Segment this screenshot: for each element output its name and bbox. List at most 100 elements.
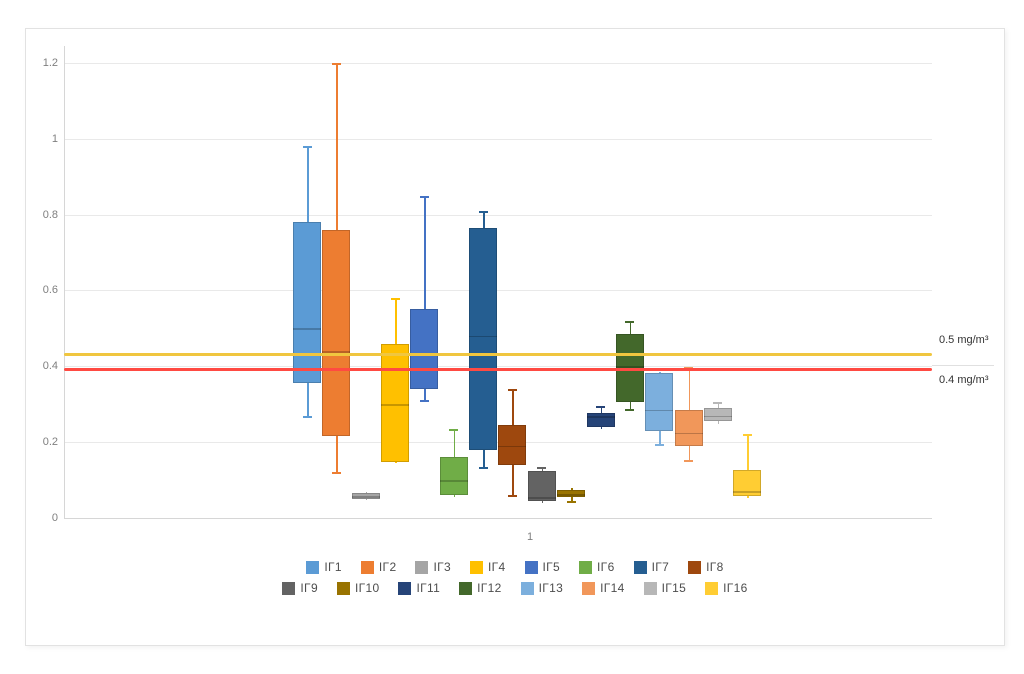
boxplot-box-ΙΓ9 — [527, 470, 556, 501]
legend-label-ΙΓ4: ΙΓ4 — [487, 560, 506, 574]
median-line-ΙΓ14 — [674, 432, 703, 435]
gridline-0.6 — [64, 290, 932, 292]
whisker-cap-top-ΙΓ8 — [507, 389, 517, 392]
legend-label-ΙΓ7: ΙΓ7 — [651, 560, 670, 574]
gridline-0.4 — [64, 366, 932, 368]
whisker-cap-top-ΙΓ15 — [713, 402, 723, 405]
boxplot-box-ΙΓ16 — [733, 469, 762, 497]
y-axis-tick-1: 1 — [51, 132, 58, 145]
legend-label-ΙΓ2: ΙΓ2 — [378, 560, 397, 574]
reference-leader-line — [932, 365, 994, 366]
median-line-ΙΓ15 — [703, 415, 732, 418]
median-line-ΙΓ1 — [293, 328, 321, 330]
legend-swatch-icon-ΙΓ5 — [524, 560, 538, 574]
whisker-cap-top-ΙΓ2 — [331, 62, 341, 65]
median-line-ΙΓ10 — [557, 494, 586, 496]
legend-swatch-icon-ΙΓ15 — [643, 581, 657, 595]
whisker-cap-top-ΙΓ11 — [596, 406, 605, 409]
legend-item-ΙΓ4: ΙΓ4 — [469, 560, 506, 574]
legend-swatch-icon-ΙΓ12 — [459, 581, 473, 595]
reference-label-0.5: 0.5 mg/m³ — [939, 334, 989, 346]
legend-label-ΙΓ10: ΙΓ10 — [354, 581, 380, 595]
median-line-ΙΓ2 — [322, 351, 351, 353]
legend-label-ΙΓ1: ΙΓ1 — [324, 560, 342, 574]
whisker-cap-bottom-ΙΓ7 — [478, 466, 488, 469]
y-axis-tick-0: 0 — [51, 512, 58, 524]
median-line-ΙΓ12 — [615, 366, 644, 368]
legend-item-ΙΓ10: ΙΓ10 — [336, 581, 380, 595]
y-axis-tick-0.6: 0.6 — [42, 284, 58, 297]
x-axis-line — [64, 518, 932, 519]
legend-swatch-icon-ΙΓ10 — [336, 581, 350, 595]
boxplot-box-ΙΓ3 — [351, 493, 380, 500]
median-line-ΙΓ3 — [351, 496, 380, 498]
legend-label-ΙΓ6: ΙΓ6 — [597, 560, 615, 574]
whisker-cap-top-ΙΓ9 — [537, 466, 547, 469]
median-line-ΙΓ6 — [439, 480, 468, 482]
legend-item-ΙΓ7: ΙΓ7 — [633, 560, 670, 574]
whisker-cap-top-ΙΓ4 — [390, 298, 400, 301]
legend-swatch-icon-ΙΓ16 — [705, 581, 719, 595]
legend-item-ΙΓ8: ΙΓ8 — [688, 560, 724, 574]
gridline-1 — [64, 138, 932, 140]
median-line-ΙΓ16 — [733, 491, 762, 493]
legend-label-ΙΓ16: ΙΓ16 — [723, 581, 748, 595]
whisker-cap-bottom-ΙΓ2 — [331, 472, 341, 475]
legend-label-ΙΓ13: ΙΓ13 — [538, 581, 564, 595]
y-axis-tick-1.2: 1.2 — [42, 56, 58, 69]
boxplot-box-ΙΓ10 — [557, 489, 586, 498]
legend-item-ΙΓ1: ΙΓ1 — [306, 560, 342, 574]
x-axis-category-label: 1 — [527, 531, 534, 543]
whisker-cap-bottom-ΙΓ10 — [566, 500, 576, 503]
reference-line-0.4 mg/m³ — [64, 367, 932, 371]
y-axis-tick-0.4: 0.4 — [42, 360, 58, 373]
whisker-line-ΙΓ5 — [424, 195, 426, 401]
legend-swatch-icon-ΙΓ1 — [306, 560, 320, 574]
legend-swatch-icon-ΙΓ6 — [579, 560, 593, 574]
legend-swatch-icon-ΙΓ3 — [415, 560, 429, 574]
chart-legend: ΙΓ1 ΙΓ2 ΙΓ3 ΙΓ4 ΙΓ5 ΙΓ6 ΙΓ7 ΙΓ8 ΙΓ9 ΙΓ10 ΙΓ11 ΙΓ12 Ι… — [25, 560, 1005, 595]
boxplot-box-ΙΓ2 — [322, 229, 351, 437]
boxplot-box-ΙΓ6 — [439, 457, 468, 496]
legend-swatch-icon-ΙΓ13 — [520, 581, 534, 595]
boxplot-box-ΙΓ1 — [293, 222, 321, 384]
whisker-cap-bottom-ΙΓ8 — [507, 495, 517, 498]
reference-label-0.4: 0.4 mg/m³ — [939, 374, 989, 386]
legend-label-ΙΓ12: ΙΓ12 — [477, 581, 502, 595]
legend-swatch-icon-ΙΓ2 — [360, 560, 374, 574]
legend-item-ΙΓ12: ΙΓ12 — [459, 581, 502, 595]
median-line-ΙΓ7 — [469, 335, 498, 338]
legend-item-ΙΓ3: ΙΓ3 — [415, 560, 451, 574]
legend-swatch-icon-ΙΓ7 — [633, 560, 647, 574]
legend-item-ΙΓ11: ΙΓ11 — [398, 581, 440, 595]
y-axis-tick-0.8: 0.8 — [42, 208, 58, 221]
whisker-line-ΙΓ16 — [747, 433, 749, 499]
legend-label-ΙΓ8: ΙΓ8 — [706, 560, 724, 574]
whisker-cap-bottom-ΙΓ1 — [302, 415, 312, 418]
boxplot-box-ΙΓ5 — [410, 309, 439, 390]
legend-item-ΙΓ15: ΙΓ15 — [643, 581, 687, 595]
gridline-0.2 — [64, 442, 932, 444]
boxplot-box-ΙΓ13 — [645, 373, 674, 431]
legend-row-1: ΙΓ1 ΙΓ2 ΙΓ3 ΙΓ4 ΙΓ5 ΙΓ6 ΙΓ7 ΙΓ8 — [306, 560, 723, 574]
boxplot-box-ΙΓ15 — [703, 408, 732, 421]
legend-item-ΙΓ5: ΙΓ5 — [524, 560, 561, 574]
median-line-ΙΓ11 — [586, 416, 615, 418]
legend-item-ΙΓ9: ΙΓ9 — [282, 581, 318, 595]
legend-row-2: ΙΓ9 ΙΓ10 ΙΓ11 ΙΓ12 ΙΓ13 ΙΓ14 ΙΓ15 ΙΓ16 — [282, 581, 747, 595]
whisker-cap-bottom-ΙΓ12 — [625, 409, 635, 412]
legend-item-ΙΓ14: ΙΓ14 — [582, 581, 625, 595]
reference-line-0.5 mg/m³ — [64, 353, 932, 357]
whisker-cap-top-ΙΓ5 — [419, 195, 429, 198]
median-line-ΙΓ4 — [381, 404, 410, 406]
legend-swatch-icon-ΙΓ11 — [398, 581, 412, 595]
legend-label-ΙΓ3: ΙΓ3 — [433, 560, 451, 574]
whisker-cap-top-ΙΓ16 — [742, 433, 752, 436]
whisker-cap-bottom-ΙΓ5 — [419, 400, 429, 403]
boxplot-box-ΙΓ11 — [586, 412, 615, 427]
legend-item-ΙΓ13: ΙΓ13 — [520, 581, 564, 595]
legend-label-ΙΓ9: ΙΓ9 — [300, 581, 318, 595]
legend-swatch-icon-ΙΓ14 — [582, 581, 596, 595]
legend-swatch-icon-ΙΓ8 — [688, 560, 702, 574]
whisker-cap-bottom-ΙΓ13 — [654, 444, 664, 447]
